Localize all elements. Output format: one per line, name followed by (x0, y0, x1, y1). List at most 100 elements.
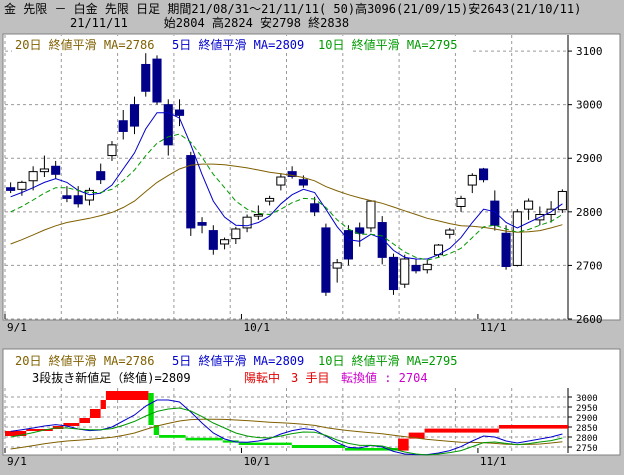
candle-up (557, 190, 567, 211)
sub-info-state: 陽転中 (244, 370, 280, 385)
candle-down (129, 104, 140, 127)
main-legend-bg (12, 36, 472, 52)
brick-down (291, 445, 345, 448)
brick-down (344, 448, 399, 451)
candle-down (163, 104, 173, 146)
line-ma10 (10, 133, 563, 261)
brick-down (222, 440, 239, 443)
brick-up (89, 409, 101, 418)
brick-up (5, 431, 27, 436)
x-tick-label: 10/1 (243, 455, 270, 468)
y-tick-label: 2850 (576, 424, 598, 434)
candle-up (242, 216, 252, 229)
y-tick-label: 2600 (576, 313, 603, 326)
main-x-axis: 9/1 10/1 11/1 (4, 314, 507, 334)
candle-down (298, 179, 308, 186)
candle-up (28, 171, 38, 182)
brick-up (398, 438, 409, 451)
brick-down (185, 437, 223, 441)
candle-down (287, 171, 297, 177)
brick-up (105, 391, 149, 400)
x-tick-label: 9/1 (7, 321, 27, 334)
x-tick-label: 9/1 (7, 455, 27, 468)
candle-up (445, 229, 455, 235)
candle-up (400, 258, 410, 285)
y-tick-label: 2900 (576, 414, 598, 424)
chart-title: 金 先限 － 白金 先限 日足 期間21/08/31～21/11/11( 50)… (4, 1, 581, 16)
candle-up (467, 174, 477, 186)
main-legend-ma10: 10日 終値平滑 MA=2795 (318, 37, 457, 52)
main-grid (4, 35, 569, 320)
y-tick-label: 3000 (576, 394, 598, 404)
candle-down (118, 120, 128, 132)
ohlc-summary: 21/11/11 始2804 高2824 安2798 終2838 (70, 15, 349, 30)
brick-up (498, 425, 568, 429)
x-tick-label: 11/1 (480, 455, 507, 468)
candle-down (310, 203, 320, 213)
title-bar (0, 0, 624, 34)
candle-down (388, 256, 399, 291)
candle-up (366, 200, 376, 229)
candle-down (321, 227, 331, 293)
candle-up (253, 214, 263, 217)
brick-up (26, 429, 53, 431)
brick-down (159, 435, 186, 438)
candle-up (107, 144, 117, 157)
main-y-axis: 2600 2700 2800 2900 3000 3100 (568, 45, 603, 326)
candle-up (512, 211, 522, 266)
candle-down (73, 195, 83, 205)
sub-info-reversal: 転換値 : 2704 (341, 370, 428, 385)
line-ma20 (10, 163, 563, 245)
y-tick-label: 2950 (576, 404, 598, 414)
sub-legend-ma5: 5日 終値平滑 MA=2809 (172, 353, 304, 368)
brick-up (79, 418, 90, 423)
main-legend-ma20: 20日 終値平滑 MA=2786 (15, 37, 154, 52)
y-tick-label: 2800 (576, 206, 603, 219)
brick-up (424, 428, 499, 433)
sub-info-text: 3段抜き新値足（終値)=2809 (32, 370, 191, 385)
candle-up (422, 263, 432, 271)
candle-down (208, 230, 218, 250)
x-tick-label: 10/1 (243, 321, 270, 334)
candle-up (231, 228, 241, 240)
y-tick-label: 2750 (576, 444, 598, 454)
candle-down (174, 109, 185, 116)
sub-legend-ma10: 10日 終値平滑 MA=2795 (318, 353, 457, 368)
candle-up (524, 200, 534, 210)
candle-down (96, 171, 106, 181)
candle-up (220, 239, 230, 245)
moving-averages (10, 112, 563, 261)
candle-up (39, 168, 49, 173)
candle-down (186, 155, 196, 229)
candle-up (332, 262, 342, 269)
candles (6, 53, 567, 296)
candle-down (377, 222, 387, 258)
sub-moving-averages (10, 399, 563, 456)
candle-up (17, 181, 27, 190)
candle-up (84, 189, 95, 201)
candle-down (355, 227, 365, 234)
candle-up (456, 197, 466, 207)
brick-up (63, 423, 80, 426)
candle-down (152, 58, 162, 103)
y-tick-label: 3100 (576, 45, 603, 58)
new-value-bricks (5, 391, 568, 451)
y-tick-label: 2700 (576, 259, 603, 272)
main-legend-ma5: 5日 終値平滑 MA=2809 (172, 37, 304, 52)
y-tick-label: 3000 (576, 99, 603, 112)
candle-up (265, 197, 275, 202)
sub-info-count: 3 手目 (291, 371, 329, 385)
candle-down (141, 63, 151, 92)
candle-down (490, 200, 500, 226)
candle-down (411, 264, 421, 272)
candle-down (6, 187, 16, 191)
sub-line-ma10 (10, 407, 563, 456)
x-tick-label: 11/1 (480, 321, 507, 334)
y-tick-label: 2800 (576, 434, 598, 444)
brick-down (148, 393, 154, 425)
brick-down (238, 442, 292, 445)
candle-down (501, 232, 511, 267)
candle-down (62, 195, 72, 199)
